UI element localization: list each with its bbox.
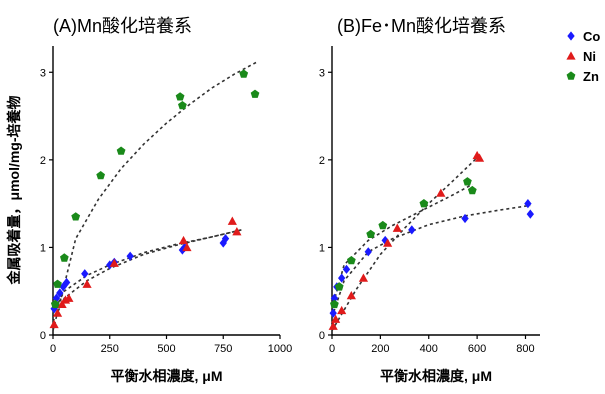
panel-b-x-tick-label: 600 (468, 343, 486, 355)
panel-b-point-zn (419, 199, 429, 208)
panel-a-chart: (A)Mn酸化培養系 0 250 500 750 1000 0 1 2 3 平衡水相濃度, μM (40, 16, 292, 384)
panel-a-point-ni (109, 258, 119, 267)
legend-marker-zn (566, 71, 576, 80)
panel-b-point-ni (331, 314, 341, 323)
panel-a-fit-curve (52, 229, 242, 323)
panel-b-point-co (408, 225, 416, 235)
panel-a-y-tick-label: 0 (40, 330, 46, 342)
panel-a-point-ni (57, 299, 67, 309)
panel-a-point-co (221, 234, 230, 244)
panel-b-axes (331, 46, 540, 336)
panel-a-point-co (56, 288, 64, 298)
panel-a-point-ni (82, 279, 92, 288)
panel-b-point-co (330, 293, 339, 303)
panel-a-point-ni (178, 235, 189, 245)
panel-b-x-tick-label: 0 (329, 343, 335, 355)
legend-label-ni: Ni (583, 49, 596, 64)
panel-a-point-co (81, 269, 89, 279)
panel-a-fit-curve (52, 61, 258, 331)
panel-a-point-ni (52, 308, 63, 317)
panel-a-point-zn (175, 92, 185, 101)
panel-b-point-co (342, 264, 351, 274)
panel-a-point-ni (182, 242, 192, 252)
panel-b-x-axis-label: 平衡水相濃度, μM (380, 368, 492, 384)
panel-a-x-tick-label: 0 (50, 343, 56, 355)
panel-a-axes (52, 46, 280, 336)
panel-a-point-zn (50, 299, 60, 309)
panel-a-point-co (62, 277, 71, 288)
panel-b-point-zn (330, 299, 339, 309)
panel-a-point-zn (116, 146, 126, 155)
panel-b-y-tick-label: 3 (319, 67, 325, 79)
panel-b-point-zn (378, 220, 388, 230)
panel-b-point-zn (463, 177, 472, 186)
panel-b-point-co (364, 247, 372, 257)
panel-a-y-tick-label: 1 (40, 242, 46, 254)
panel-b-point-zn (366, 229, 376, 238)
panel-b-y-tick-label: 2 (319, 155, 325, 167)
panel-a-point-ni (64, 293, 74, 302)
panel-b-point-ni (328, 321, 338, 330)
panel-a-point-zn (239, 69, 249, 78)
legend-marker-co (567, 31, 575, 41)
panel-b-point-ni (346, 290, 356, 300)
panel-a-point-ni (232, 227, 242, 236)
panel-b-point-zn (467, 185, 477, 195)
panel-b-x-tick-label: 400 (420, 343, 438, 355)
panel-b-point-zn (347, 256, 356, 265)
panel-b-chart: (B)Fe･Mn酸化培養系 0 200 400 600 800 0 1 2 3 平衡水相濃度, μM (319, 16, 540, 384)
panel-a-y-tick-label: 3 (40, 67, 46, 79)
panel-a-title: (A)Mn酸化培養系 (53, 16, 192, 36)
panel-b-y-tick-label: 0 (319, 330, 325, 342)
panel-b-point-co (524, 199, 532, 209)
panel-b-point-co (381, 235, 389, 246)
panel-a-x-axis-label: 平衡水相濃度, μM (110, 368, 222, 384)
panel-a-x-tick-label: 250 (101, 343, 119, 355)
panel-a-point-co (126, 251, 134, 261)
panel-b-point-ni (358, 273, 369, 282)
legend-label-zn: Zn (583, 69, 599, 84)
panel-b-point-co (337, 273, 346, 283)
panel-b-y-tick-label: 1 (319, 242, 325, 254)
panel-b-point-ni (383, 238, 393, 247)
panel-a-point-co (59, 282, 67, 292)
panel-b-x-tick-label: 800 (516, 343, 534, 355)
panel-a-point-zn (96, 171, 105, 180)
panel-a-point-co (50, 304, 58, 314)
panel-b-point-co (461, 213, 469, 224)
panel-a-point-co (52, 293, 61, 303)
panel-a-point-ni (49, 319, 59, 329)
panel-a-x-tick-label: 500 (157, 343, 175, 355)
panel-b-fit-curve (331, 154, 481, 332)
panel-b-point-ni (337, 305, 347, 315)
panel-a-point-zn (71, 212, 81, 221)
panel-b-point-zn (334, 282, 344, 291)
panel-a-x-tick-label: 750 (214, 343, 232, 355)
legend: Co Ni Zn (566, 29, 600, 84)
panel-a-point-ni (227, 216, 237, 225)
panel-b-point-co (526, 209, 535, 219)
y-axis-label: 金属吸着量，μmol/mg-培養物 (6, 95, 22, 285)
panel-a-point-zn (250, 89, 260, 98)
panel-b-point-ni (474, 153, 485, 162)
panel-b-point-co (329, 308, 337, 318)
legend-marker-ni (566, 51, 576, 60)
panel-b-x-tick-label: 200 (371, 343, 389, 355)
legend-label-co: Co (583, 29, 600, 44)
panel-a-y-tick-label: 2 (40, 155, 46, 167)
panel-b-point-ni (436, 188, 446, 197)
panel-b-fit-curve (331, 183, 473, 309)
panel-a-x-tick-label: 1000 (268, 343, 292, 355)
panel-b-fit-curve (331, 204, 531, 318)
panel-a-point-zn (53, 279, 62, 288)
panel-b-title: (B)Fe･Mn酸化培養系 (337, 16, 506, 36)
panel-a-point-zn (60, 253, 69, 262)
panel-a-point-co (178, 245, 187, 255)
panel-a-fit-curve (52, 229, 242, 314)
panel-a-point-zn (178, 101, 187, 110)
panel-b-point-ni (392, 223, 402, 232)
